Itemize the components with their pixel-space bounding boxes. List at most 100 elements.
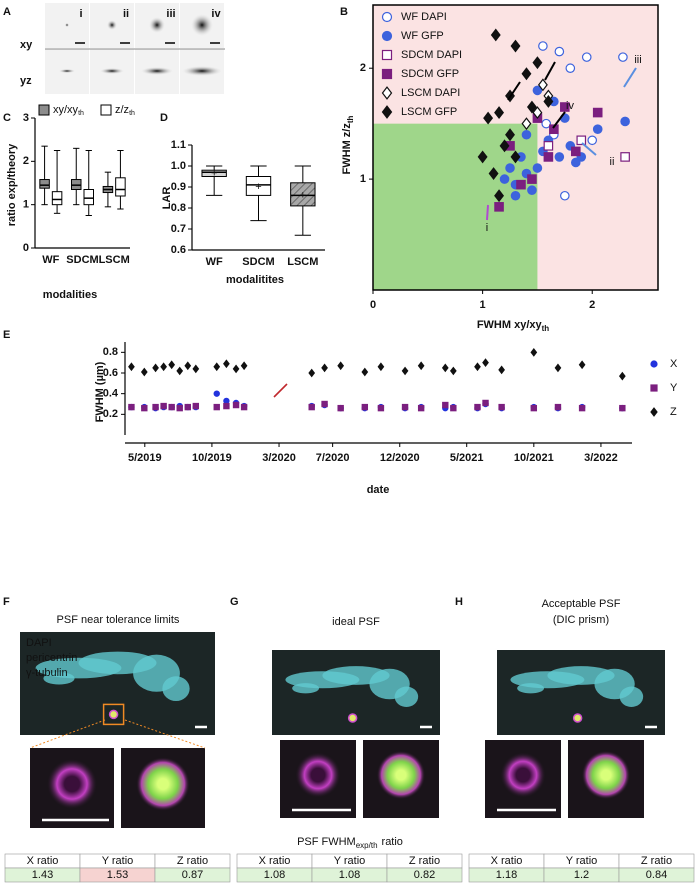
point [490,28,501,42]
point [650,384,658,392]
y-tick-label: 0.2 [103,408,118,420]
y-tick-label: 0.8 [103,346,118,358]
point [474,403,481,411]
y-tick-label: 0.8 [171,202,186,214]
merge-signal [136,757,190,811]
centrosome [108,709,119,720]
y-tick-label: 0 [23,242,29,254]
point [377,362,385,372]
header-text: Z ratio [641,855,672,867]
panel-label: A [3,6,11,18]
point [176,404,183,412]
y-tick-label: 0.9 [171,181,186,193]
y-axis-label-sub: th [346,115,355,123]
channel-label: DAPI [26,637,52,649]
point [620,116,630,127]
point [532,85,543,96]
dapi-signal [162,676,190,702]
point [516,179,526,190]
point [541,118,551,129]
legend-label: LSCM GFP [401,106,457,118]
arrow [507,81,521,101]
psf-spot [59,69,75,73]
y-tick-label: 1.1 [171,139,186,151]
zoom-guide [29,719,106,749]
x-axis-label: modalitites [226,274,284,286]
y-tick-label: 3 [23,112,29,124]
point [381,49,393,61]
point [554,152,565,162]
value-text: 1.53 [107,869,128,881]
point [560,190,570,201]
y-axis-label: ratio exp/theory [6,143,18,226]
point [160,362,167,372]
value-text: 1.08 [339,869,360,881]
column-label: i [79,8,82,20]
box [290,182,316,207]
point [587,135,598,146]
point [581,52,592,62]
point [337,361,345,371]
value-cell [618,867,695,883]
x-axis-label: modalities [43,289,97,301]
x-axis-label: date [367,484,390,496]
point [381,30,393,42]
y-tick-label: 2 [23,155,29,167]
panel-label: E [3,329,10,341]
point [619,404,626,412]
header-text: Z ratio [409,855,440,867]
annotation: iv [566,100,574,112]
header-text: Z ratio [177,855,208,867]
y-axis-label: FWHM (µm) [94,361,106,422]
point [549,124,559,135]
point [213,362,221,372]
y-tick-label: 2 [360,62,366,74]
x-tick-label: WF [42,254,59,266]
channel-label: pericentrin [26,652,77,664]
x-tick-label: 3/2020 [262,452,296,464]
point [168,360,176,370]
annotation: ii [610,156,615,168]
point [192,402,200,410]
arrow [552,111,566,129]
point [176,366,184,376]
point [152,403,159,411]
table-title-main: PSF FWHM [297,836,356,848]
point [308,403,315,411]
legend-swatch [100,104,112,116]
point [510,190,521,201]
legend-label-sub: th [129,110,135,117]
point [160,402,167,410]
point [543,95,554,108]
psf-spot [191,14,213,36]
point [494,189,505,203]
psf-spot [107,20,117,30]
dapi-signal [619,686,644,707]
point [381,86,393,100]
roi-box [102,703,125,726]
x-axis-label: FWHM xy/xyth [477,319,549,333]
point [505,163,515,173]
point [442,401,449,409]
point [450,404,457,412]
x-tick-label: 5/2019 [128,452,162,464]
point [554,363,562,373]
channel-label: γ-tubulin [26,667,68,679]
panel-label: C [3,112,11,124]
point [223,402,230,410]
point [499,139,510,153]
header-text: Y ratio [334,855,366,867]
x-tick-label: LSCM [287,256,318,268]
point [361,403,369,411]
arrow [581,142,597,156]
point [560,102,570,112]
point [381,68,393,80]
point [494,202,504,212]
arrow [623,67,637,88]
mean-marker: + [255,181,261,193]
mean-marker: + [211,167,217,179]
point [532,163,543,173]
x-axis-label-sub: th [542,324,550,333]
point [192,364,200,374]
column-label: ii [123,8,129,20]
